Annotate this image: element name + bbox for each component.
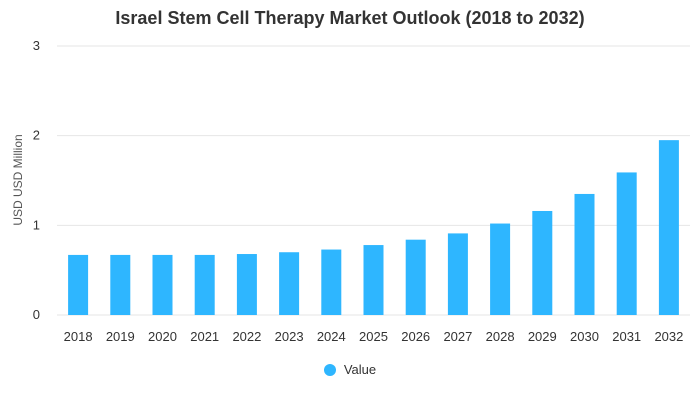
y-axis-ticks: 0 1 2 3	[33, 38, 40, 322]
x-tick-label: 2032	[654, 329, 683, 344]
bar-2022[interactable]	[236, 254, 257, 315]
bar-2031[interactable]	[616, 172, 637, 315]
bar-2018[interactable]	[68, 254, 89, 315]
x-tick-label: 2028	[486, 329, 515, 344]
bar-2023[interactable]	[279, 252, 300, 315]
x-tick-label: 2029	[528, 329, 557, 344]
x-axis-ticks: 2018 2019 2020 2021 2022 2023 2024 2025 2026 2027…	[64, 329, 684, 344]
x-tick-label: 2023	[275, 329, 304, 344]
bar-2019[interactable]	[110, 254, 131, 315]
chart-title: Israel Stem Cell Therapy Market Outlook …	[115, 8, 585, 28]
x-tick-label: 2019	[106, 329, 135, 344]
bar-2029[interactable]	[532, 210, 553, 315]
x-tick-label: 2025	[359, 329, 388, 344]
bar-2020[interactable]	[152, 254, 173, 315]
x-tick-label: 2021	[190, 329, 219, 344]
bar-2028[interactable]	[490, 223, 511, 315]
x-tick-label: 2030	[570, 329, 599, 344]
bar-2025[interactable]	[363, 245, 384, 315]
y-tick-label: 0	[33, 307, 40, 322]
y-tick-label: 3	[33, 38, 40, 53]
y-tick-label: 2	[33, 128, 40, 143]
bar-2032[interactable]	[658, 140, 679, 315]
legend-label: Value	[343, 362, 377, 377]
bar-2021[interactable]	[194, 254, 215, 315]
x-tick-label: 2018	[64, 329, 93, 344]
x-tick-label: 2022	[232, 329, 261, 344]
x-tick-label: 2031	[612, 329, 641, 344]
x-tick-label: 2020	[148, 329, 177, 344]
y-tick-label: 1	[33, 217, 40, 232]
bars	[68, 140, 679, 315]
bar-2027[interactable]	[447, 233, 468, 315]
legend[interactable]: Value	[0, 362, 700, 377]
x-tick-label: 2026	[401, 329, 430, 344]
legend-marker-icon	[323, 363, 336, 376]
y-axis-title: USD USD Million	[11, 134, 25, 225]
x-tick-label: 2027	[443, 329, 472, 344]
bar-2026[interactable]	[405, 239, 426, 315]
bar-2024[interactable]	[321, 249, 342, 315]
x-tick-label: 2024	[317, 329, 346, 344]
bar-2030[interactable]	[574, 193, 595, 315]
